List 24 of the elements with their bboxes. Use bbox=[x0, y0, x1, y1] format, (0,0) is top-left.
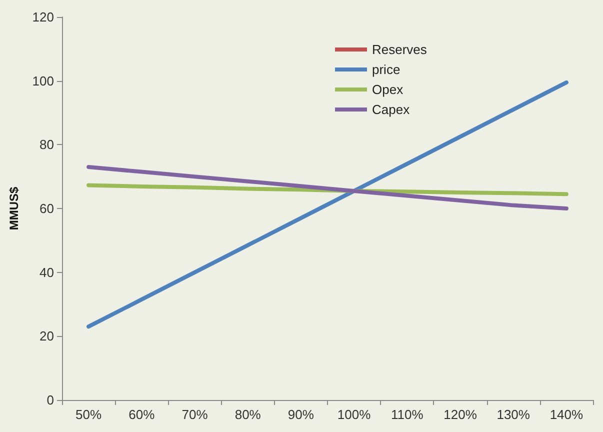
line-series bbox=[86, 165, 568, 210]
x-tick-label: 70% bbox=[182, 407, 208, 422]
y-tick-label: 20 bbox=[40, 328, 54, 344]
x-tick-label: 60% bbox=[128, 407, 156, 422]
legend-label: Capex bbox=[372, 102, 410, 117]
y-tick-label: 40 bbox=[40, 264, 54, 280]
x-tick-label: 90% bbox=[288, 407, 314, 422]
x-tick-label: 130% bbox=[496, 407, 530, 422]
y-tick-label: 120 bbox=[32, 10, 54, 24]
y-tick-label: 80 bbox=[40, 137, 54, 152]
x-tick-label: 50% bbox=[76, 407, 102, 422]
line-series bbox=[86, 80, 568, 329]
legend-label: Reserves bbox=[372, 42, 428, 57]
x-tick-label: 120% bbox=[444, 407, 478, 422]
y-tick-label: 100 bbox=[32, 73, 54, 88]
legend-label: Opex bbox=[372, 82, 404, 97]
legend-label: price bbox=[372, 62, 400, 77]
x-tick-label: 100% bbox=[337, 407, 372, 422]
y-tick-label: 60 bbox=[40, 201, 54, 216]
y-tick-label: 0 bbox=[46, 392, 54, 408]
x-tick-label: 110% bbox=[391, 407, 424, 422]
x-tick-label: 80% bbox=[234, 407, 262, 422]
x-tick-label: 140% bbox=[550, 407, 584, 422]
y-axis-title: MMUS$ bbox=[7, 186, 21, 230]
